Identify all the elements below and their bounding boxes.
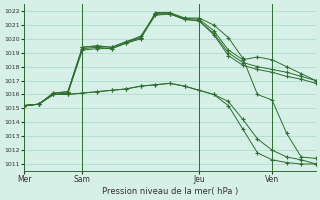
X-axis label: Pression niveau de la mer( hPa ): Pression niveau de la mer( hPa )	[102, 187, 238, 196]
